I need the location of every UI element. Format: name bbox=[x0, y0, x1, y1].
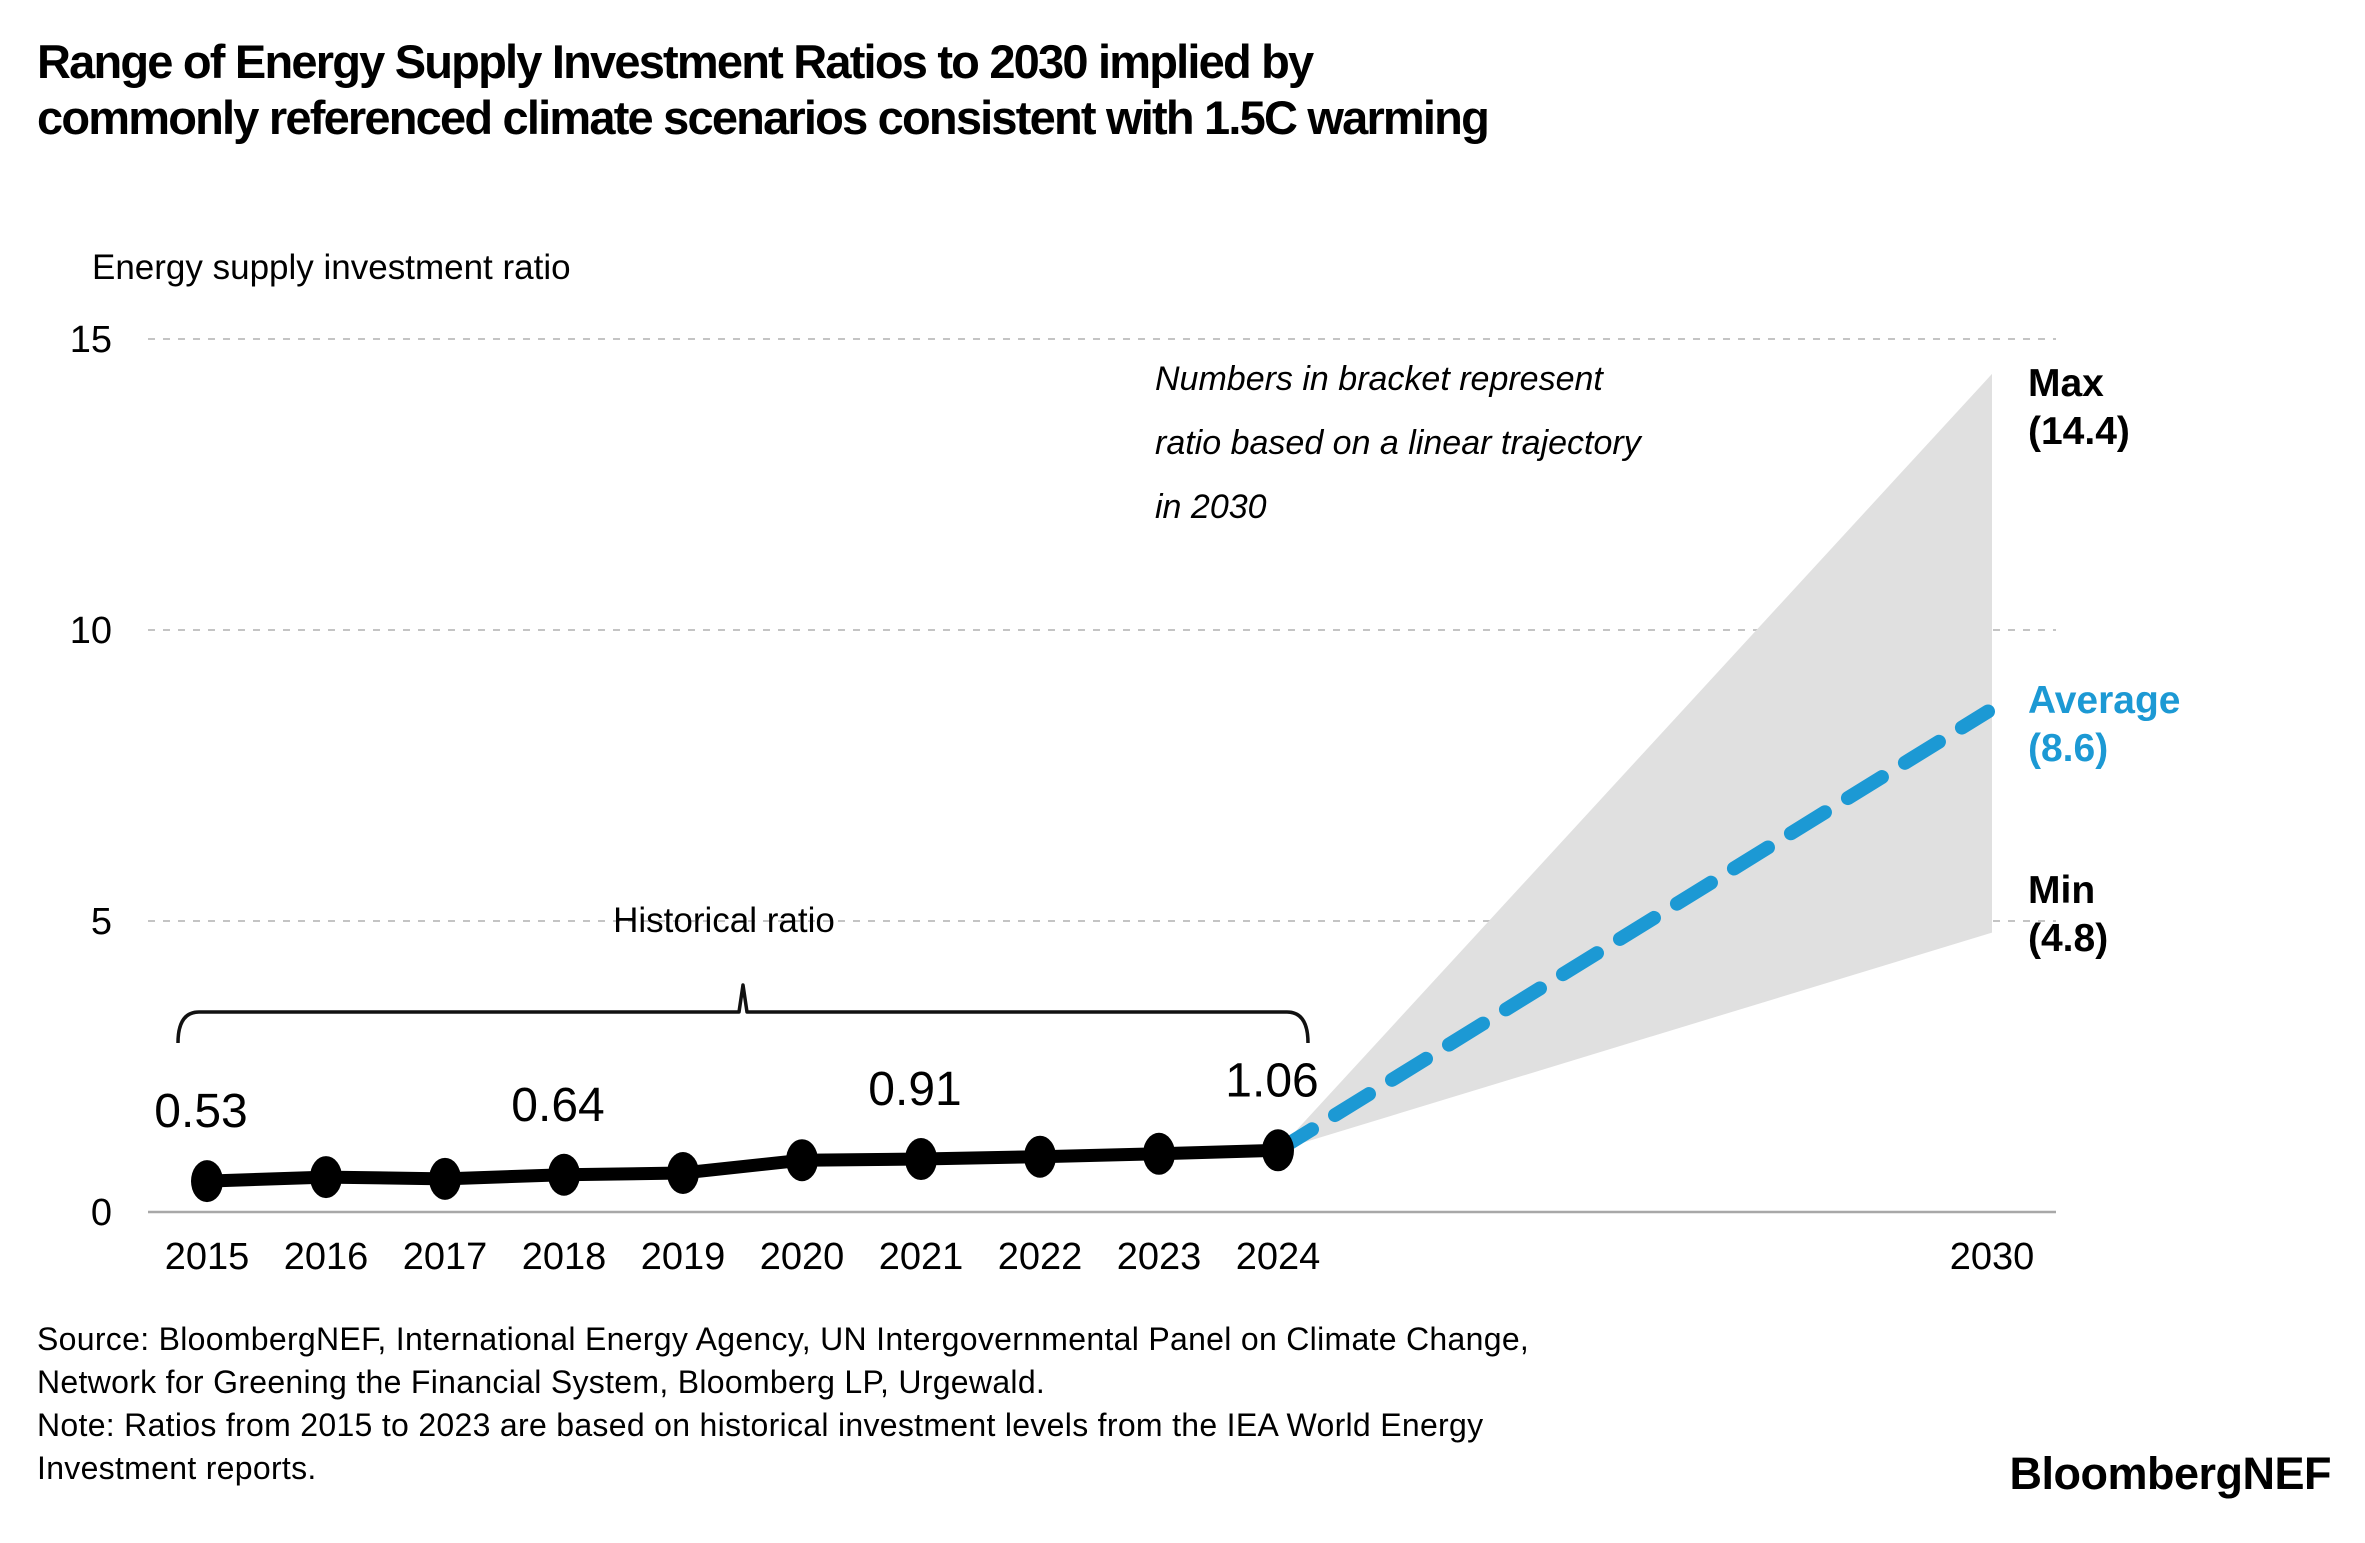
min-label-value: (4.8) bbox=[2028, 917, 2109, 960]
data-point-marker bbox=[310, 1156, 342, 1199]
data-point-label: 0.53 bbox=[154, 1085, 247, 1138]
max-label-value: (14.4) bbox=[2028, 410, 2130, 453]
min-label: Min (4.8) bbox=[2028, 867, 2108, 963]
y-axis-title: Energy supply investment ratio bbox=[92, 248, 571, 287]
data-point-marker bbox=[786, 1139, 818, 1182]
data-point-marker bbox=[667, 1152, 699, 1195]
data-point-marker bbox=[429, 1157, 461, 1200]
average-label-name: Average bbox=[2028, 679, 2181, 722]
x-tick-label: 2030 bbox=[1950, 1236, 2035, 1278]
x-tick-label: 2015 bbox=[165, 1236, 250, 1278]
average-label: Average (8.6) bbox=[2028, 677, 2180, 773]
x-tick-label: 2023 bbox=[1117, 1236, 1202, 1278]
x-tick-label: 2024 bbox=[1236, 1236, 1321, 1278]
historical-range-bracket bbox=[176, 983, 1310, 1044]
data-point-marker bbox=[1262, 1129, 1294, 1172]
data-point-marker bbox=[548, 1153, 580, 1196]
data-point-marker bbox=[1024, 1135, 1056, 1178]
data-point-label: 0.64 bbox=[511, 1079, 604, 1132]
min-label-name: Min bbox=[2028, 869, 2096, 912]
y-tick-label: 15 bbox=[70, 319, 112, 361]
source-note: Source: BloombergNEF, International Ener… bbox=[37, 1321, 1530, 1486]
x-tick-label: 2017 bbox=[403, 1236, 488, 1278]
average-projection-line bbox=[1271, 704, 1995, 1158]
historical-ratio-label: Historical ratio bbox=[613, 901, 835, 940]
x-tick-label: 2021 bbox=[879, 1236, 964, 1278]
chart-title: Range of Energy Supply Investment Ratios… bbox=[37, 35, 1490, 144]
x-tick-label: 2019 bbox=[641, 1236, 726, 1278]
data-point-marker bbox=[905, 1138, 937, 1181]
data-point-marker bbox=[1143, 1132, 1175, 1175]
data-point-label: 1.06 bbox=[1225, 1054, 1318, 1107]
data-point-marker bbox=[191, 1160, 223, 1203]
x-tick-label: 2022 bbox=[998, 1236, 1083, 1278]
average-label-value: (8.6) bbox=[2028, 727, 2109, 770]
max-label-name: Max bbox=[2028, 362, 2104, 405]
x-tick-label: 2018 bbox=[522, 1236, 607, 1278]
max-label: Max (14.4) bbox=[2028, 360, 2130, 456]
y-tick-label: 5 bbox=[91, 901, 112, 943]
projection-range-fan bbox=[1278, 373, 1992, 1151]
y-tick-label: 0 bbox=[91, 1192, 112, 1234]
data-point-label: 0.91 bbox=[868, 1063, 961, 1116]
y-tick-label: 10 bbox=[70, 610, 112, 652]
bloombergnef-logo: BloombergNEF bbox=[2009, 1448, 2331, 1499]
historical-line bbox=[206, 1143, 1279, 1188]
bracket-note-annotation: Numbers in bracket represent ratio based… bbox=[1155, 360, 1641, 526]
x-tick-label: 2020 bbox=[760, 1236, 845, 1278]
x-tick-label: 2016 bbox=[284, 1236, 369, 1278]
